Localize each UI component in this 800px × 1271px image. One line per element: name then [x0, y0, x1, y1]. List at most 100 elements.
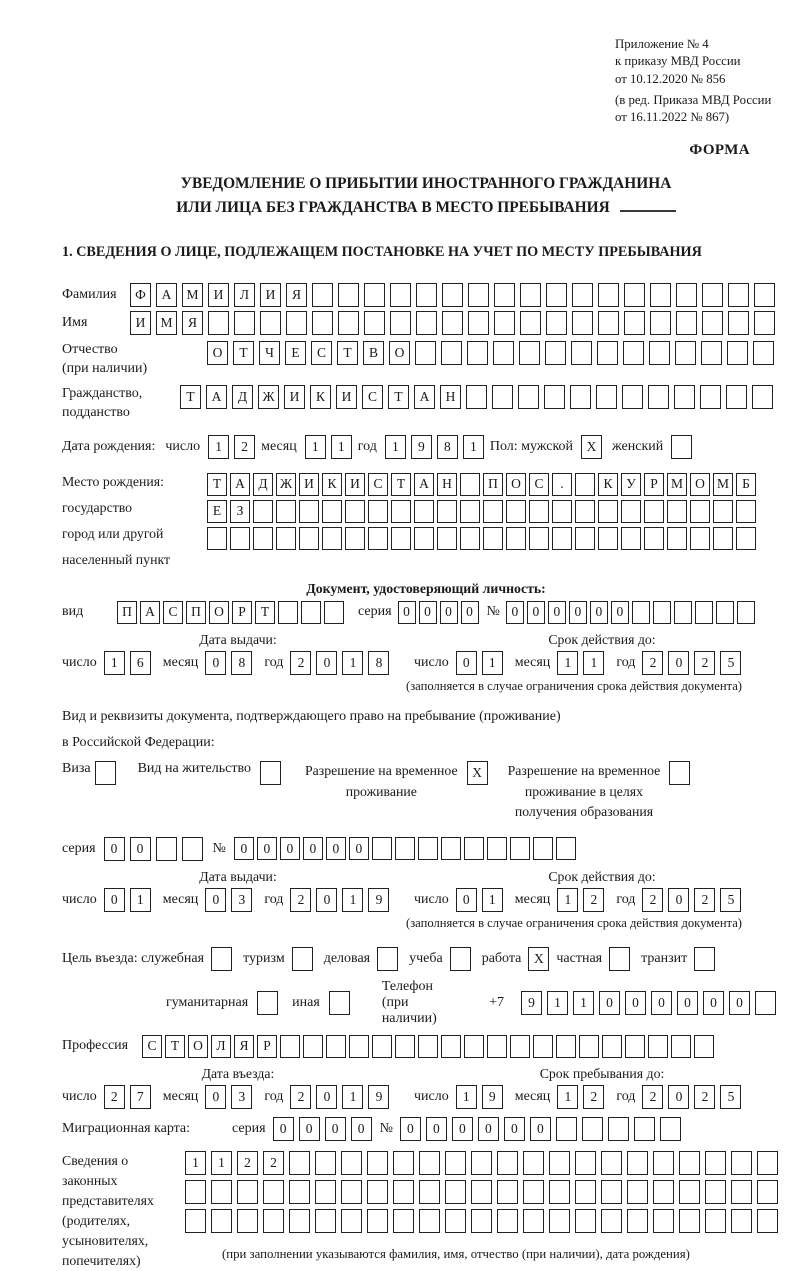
form-cell[interactable]: 0 — [651, 990, 672, 1015]
form-cell[interactable]: М — [713, 472, 733, 496]
form-cell[interactable]: . — [552, 472, 572, 496]
form-cell[interactable]: 1 — [573, 990, 594, 1015]
form-cell[interactable] — [653, 1179, 674, 1204]
form-cell[interactable]: 0 — [568, 600, 587, 624]
form-cell[interactable] — [556, 1034, 576, 1058]
form-cell[interactable] — [598, 311, 619, 336]
form-cell[interactable] — [555, 837, 576, 861]
form-cell[interactable] — [653, 1208, 674, 1233]
form-cell[interactable] — [493, 341, 514, 366]
form-cell[interactable] — [341, 1208, 362, 1233]
form-cell[interactable]: 1 — [304, 434, 326, 459]
form-cell[interactable] — [471, 1179, 492, 1204]
form-cell[interactable]: 0 — [455, 887, 477, 912]
form-cell[interactable] — [341, 1179, 362, 1204]
form-cell[interactable]: 0 — [703, 990, 724, 1015]
form-cell[interactable] — [597, 341, 618, 366]
form-cell[interactable]: Е — [207, 499, 227, 523]
form-cell[interactable] — [726, 384, 747, 409]
form-cell[interactable] — [260, 311, 281, 336]
form-cell[interactable]: 3 — [231, 1084, 253, 1109]
form-cell[interactable]: Т — [207, 472, 227, 496]
form-cell[interactable]: 2 — [290, 1084, 312, 1109]
form-cell[interactable] — [552, 526, 572, 550]
form-cell[interactable] — [416, 283, 437, 308]
form-cell[interactable]: 1 — [342, 887, 364, 912]
form-cell[interactable]: П — [186, 600, 206, 624]
form-cell[interactable] — [394, 837, 415, 861]
form-cell[interactable]: Т — [165, 1034, 185, 1058]
form-cell[interactable] — [621, 526, 641, 550]
form-cell[interactable]: 0 — [418, 600, 437, 624]
form-cell[interactable] — [731, 1208, 752, 1233]
form-cell[interactable]: С — [529, 472, 549, 496]
form-cell[interactable] — [648, 1034, 668, 1058]
form-cell[interactable]: 0 — [205, 887, 227, 912]
form-cell[interactable] — [702, 311, 723, 336]
form-cell[interactable] — [509, 837, 530, 861]
form-cell[interactable] — [552, 499, 572, 523]
form-cell[interactable]: 2 — [583, 1084, 605, 1109]
form-cell[interactable]: О — [188, 1034, 208, 1058]
form-cell[interactable] — [393, 1208, 414, 1233]
form-cell[interactable] — [679, 1208, 700, 1233]
form-cell[interactable]: Ж — [276, 472, 296, 496]
form-cell[interactable] — [694, 946, 716, 971]
form-cell[interactable] — [705, 1179, 726, 1204]
form-cell[interactable] — [464, 1034, 484, 1058]
form-cell[interactable] — [257, 990, 279, 1015]
form-cell[interactable] — [624, 283, 645, 308]
form-cell[interactable]: К — [322, 472, 342, 496]
form-cell[interactable]: Н — [440, 384, 461, 409]
form-cell[interactable] — [506, 499, 526, 523]
form-cell[interactable]: 2 — [103, 1084, 125, 1109]
form-cell[interactable]: 1 — [462, 434, 484, 459]
form-cell[interactable] — [345, 499, 365, 523]
form-cell[interactable] — [667, 526, 687, 550]
form-cell[interactable]: Т — [337, 341, 358, 366]
form-cell[interactable]: 1 — [557, 650, 579, 675]
form-cell[interactable] — [575, 472, 595, 496]
form-cell[interactable] — [442, 283, 463, 308]
form-cell[interactable] — [753, 341, 774, 366]
form-cell[interactable] — [237, 1208, 258, 1233]
form-cell[interactable]: 1 — [481, 650, 503, 675]
form-cell[interactable] — [390, 311, 411, 336]
form-cell[interactable]: 1 — [330, 434, 352, 459]
form-cell[interactable] — [510, 1034, 530, 1058]
form-cell[interactable] — [736, 600, 755, 624]
form-cell[interactable] — [377, 946, 399, 971]
form-cell[interactable]: 0 — [455, 650, 477, 675]
form-cell[interactable] — [276, 499, 296, 523]
form-cell[interactable] — [483, 499, 503, 523]
form-cell[interactable] — [237, 1179, 258, 1204]
form-cell[interactable]: 0 — [316, 650, 338, 675]
form-cell[interactable]: Л — [211, 1034, 231, 1058]
form-cell[interactable] — [418, 1034, 438, 1058]
form-cell[interactable] — [155, 836, 177, 861]
form-cell[interactable]: 0 — [677, 990, 698, 1015]
form-cell[interactable]: 0 — [503, 1116, 525, 1141]
form-cell[interactable] — [371, 837, 392, 861]
form-cell[interactable]: 1 — [547, 990, 568, 1015]
form-cell[interactable]: 5 — [720, 650, 742, 675]
form-cell[interactable]: О — [506, 472, 526, 496]
form-cell[interactable] — [468, 311, 489, 336]
form-cell[interactable]: 0 — [610, 600, 629, 624]
form-cell[interactable]: Л — [234, 283, 255, 308]
form-cell[interactable]: 0 — [668, 887, 690, 912]
form-cell[interactable] — [598, 499, 618, 523]
form-cell[interactable]: 1 — [557, 887, 579, 912]
form-cell[interactable]: 0 — [233, 837, 254, 861]
form-cell[interactable] — [440, 837, 461, 861]
form-cell[interactable] — [609, 946, 631, 971]
form-cell[interactable]: О — [209, 600, 229, 624]
form-cell[interactable] — [702, 283, 723, 308]
form-cell[interactable] — [571, 341, 592, 366]
form-cell[interactable]: 0 — [205, 650, 227, 675]
form-cell[interactable] — [713, 499, 733, 523]
form-cell[interactable] — [625, 1034, 645, 1058]
form-cell[interactable]: 0 — [505, 600, 524, 624]
form-cell[interactable] — [349, 1034, 369, 1058]
form-cell[interactable] — [520, 283, 541, 308]
